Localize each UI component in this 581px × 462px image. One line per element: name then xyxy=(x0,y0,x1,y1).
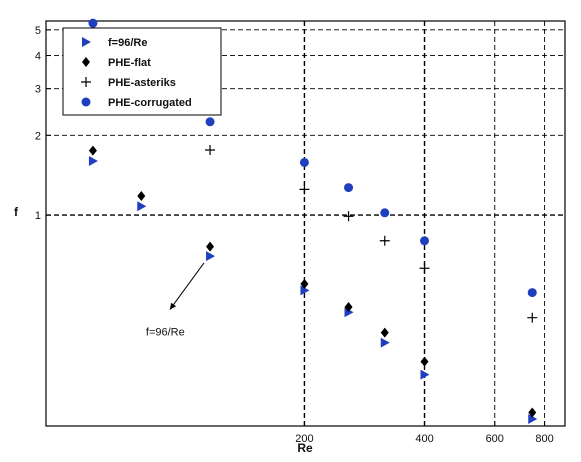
data-point-phe-asteriks xyxy=(343,211,354,222)
data-point-phe-flat xyxy=(88,145,97,156)
data-point-phe-asteriks xyxy=(299,184,310,195)
data-point-phe-flat xyxy=(380,327,389,338)
annotation-label: f=96/Re xyxy=(146,327,185,339)
legend-marker-phe-asteriks xyxy=(81,77,91,87)
legend-label-phe-asteriks: PHE-asteriks xyxy=(108,77,176,89)
legend-marker-phe-corrugated xyxy=(81,97,91,107)
data-point-phe-flat xyxy=(420,356,429,367)
data-point-phe-flat xyxy=(344,301,353,312)
annotation-arrowhead xyxy=(169,302,177,310)
y-tick-label: 4 xyxy=(35,51,41,63)
annotation-arrow xyxy=(169,262,205,310)
legend-label-phe-flat: PHE-flat xyxy=(108,57,151,69)
data-point-phe-asteriks xyxy=(527,312,538,323)
data-point-f-96-re xyxy=(380,337,390,348)
data-point-f-96-re xyxy=(528,414,538,425)
legend-marker-phe-flat xyxy=(82,57,90,67)
data-point-phe-asteriks xyxy=(379,235,390,246)
annotations: f=96/Re xyxy=(146,262,205,339)
data-point-phe-corrugated xyxy=(205,117,215,127)
data-point-phe-corrugated xyxy=(299,157,309,167)
grid xyxy=(46,21,565,426)
y-tick-label: 5 xyxy=(35,25,41,37)
x-axis-title: Re xyxy=(297,441,313,455)
data-point-phe-corrugated xyxy=(420,236,430,246)
legend-label-phe-corrugated: PHE-corrugated xyxy=(108,97,192,109)
y-axis-ticks: 1 2 3 4 5 xyxy=(35,25,51,222)
data-point-phe-flat xyxy=(137,191,146,202)
data-point-phe-corrugated xyxy=(88,18,98,28)
legend-marker-f-96-re xyxy=(82,37,91,47)
data-point-f-96-re xyxy=(300,285,310,296)
data-point-phe-flat xyxy=(528,407,537,418)
data-point-phe-corrugated xyxy=(527,288,537,298)
data-marks xyxy=(87,18,538,425)
data-point-f-96-re xyxy=(420,369,430,380)
y-tick-label: 3 xyxy=(35,84,41,96)
x-tick-label: 600 xyxy=(486,433,504,445)
data-point-f-96-re xyxy=(206,251,216,262)
y-tick-label: 2 xyxy=(35,130,41,142)
x-axis-ticks: 200 400 600 800 xyxy=(295,421,554,445)
data-point-f-96-re xyxy=(137,201,147,212)
legend-label-f-96-re: f=96/Re xyxy=(108,37,147,49)
legend: f=96/Re PHE-flat PHE-asteriks PHE-corrugate… xyxy=(62,27,222,116)
data-point-phe-asteriks xyxy=(205,145,216,156)
data-point-phe-corrugated xyxy=(380,208,390,218)
data-point-phe-flat xyxy=(300,278,309,289)
data-point-f-96-re xyxy=(88,155,98,166)
y-axis-title: f xyxy=(14,205,19,219)
y-tick-label: 1 xyxy=(35,210,41,222)
data-point-phe-corrugated xyxy=(344,183,354,193)
x-tick-label: 400 xyxy=(415,433,433,445)
x-tick-label: 200 xyxy=(295,433,313,445)
data-point-phe-flat xyxy=(206,241,215,252)
x-tick-label: 800 xyxy=(535,433,553,445)
data-point-phe-asteriks xyxy=(419,263,430,274)
